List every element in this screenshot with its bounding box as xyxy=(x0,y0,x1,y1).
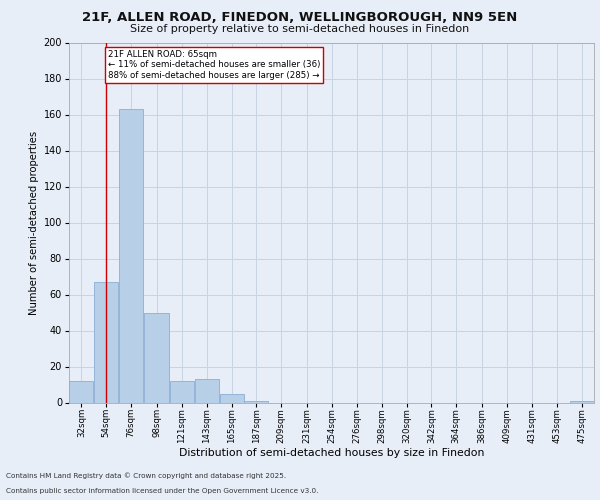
Bar xyxy=(119,109,143,403)
Bar xyxy=(220,394,244,402)
Text: 21F, ALLEN ROAD, FINEDON, WELLINGBOROUGH, NN9 5EN: 21F, ALLEN ROAD, FINEDON, WELLINGBOROUGH… xyxy=(82,11,518,24)
Text: Contains HM Land Registry data © Crown copyright and database right 2025.: Contains HM Land Registry data © Crown c… xyxy=(6,472,286,479)
Bar xyxy=(144,312,169,402)
Bar xyxy=(70,381,94,402)
Bar xyxy=(244,400,268,402)
Bar xyxy=(195,379,219,402)
X-axis label: Distribution of semi-detached houses by size in Finedon: Distribution of semi-detached houses by … xyxy=(179,448,484,458)
Bar xyxy=(94,282,118,403)
Y-axis label: Number of semi-detached properties: Number of semi-detached properties xyxy=(29,130,40,314)
Bar xyxy=(170,381,194,402)
Text: Size of property relative to semi-detached houses in Finedon: Size of property relative to semi-detach… xyxy=(130,24,470,34)
Text: 21F ALLEN ROAD: 65sqm
← 11% of semi-detached houses are smaller (36)
88% of semi: 21F ALLEN ROAD: 65sqm ← 11% of semi-deta… xyxy=(108,50,320,80)
Text: Contains public sector information licensed under the Open Government Licence v3: Contains public sector information licen… xyxy=(6,488,319,494)
Bar xyxy=(569,400,593,402)
